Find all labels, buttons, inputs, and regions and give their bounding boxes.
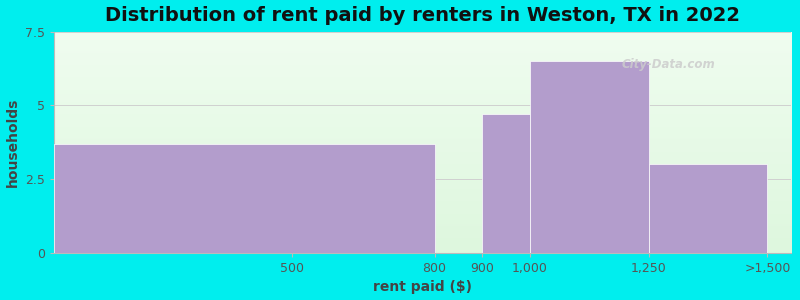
Bar <box>649 164 767 253</box>
Title: Distribution of rent paid by renters in Weston, TX in 2022: Distribution of rent paid by renters in … <box>105 6 740 25</box>
Bar <box>482 114 530 253</box>
Y-axis label: households: households <box>6 98 19 187</box>
Text: City-Data.com: City-Data.com <box>622 58 715 71</box>
Bar <box>54 144 434 253</box>
Bar <box>530 61 649 253</box>
X-axis label: rent paid ($): rent paid ($) <box>373 280 472 294</box>
